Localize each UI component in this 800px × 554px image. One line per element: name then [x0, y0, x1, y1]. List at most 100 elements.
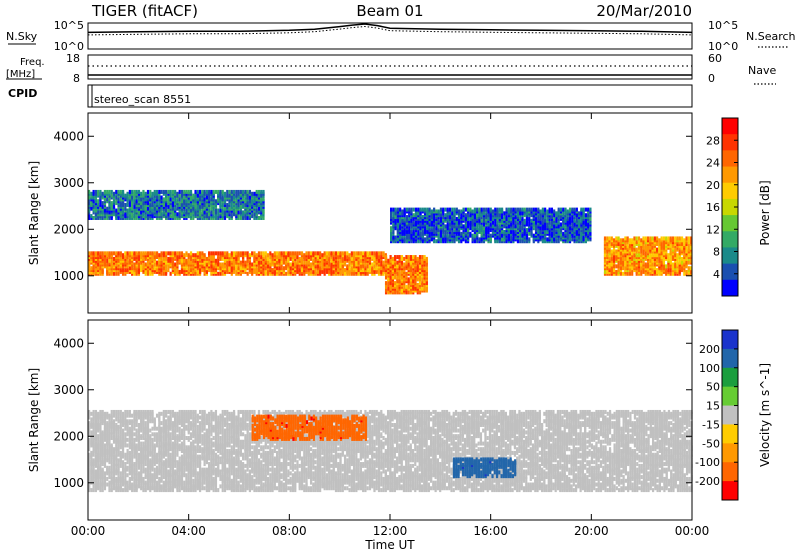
power-cell	[203, 189, 206, 194]
power-cell	[242, 251, 245, 256]
y-tick-label: 3000	[53, 176, 84, 190]
power-cell	[521, 226, 524, 231]
velocity-cell	[115, 417, 118, 422]
power-cell	[201, 251, 204, 256]
power-cell	[257, 264, 261, 269]
power-cell	[108, 258, 111, 263]
power-cell	[167, 251, 170, 256]
power-cell	[489, 222, 492, 227]
power-cell	[185, 189, 188, 194]
power-cell	[680, 245, 684, 250]
power-cell	[539, 213, 542, 218]
velocity-cell	[108, 450, 111, 455]
power-cell	[489, 233, 492, 238]
power-cell	[223, 210, 227, 215]
power-cell	[169, 251, 172, 256]
power-cell	[514, 229, 517, 234]
velocity-cell	[108, 480, 111, 485]
velocity-cell	[92, 421, 95, 426]
power-cell	[121, 268, 125, 273]
power-cell	[359, 258, 362, 263]
power-cell	[573, 207, 576, 212]
power-cell	[291, 262, 295, 267]
power-cell	[291, 251, 295, 256]
power-cell	[689, 236, 693, 241]
power-cell	[106, 197, 109, 202]
power-cell	[187, 258, 190, 263]
power-cell	[210, 210, 213, 215]
power-cell	[99, 266, 102, 271]
velocity-cell	[94, 480, 97, 485]
power-cell	[126, 251, 129, 256]
power-cell	[124, 255, 127, 260]
power-cell	[400, 269, 404, 274]
power-cell	[160, 260, 163, 265]
power-cell	[498, 207, 501, 212]
power-cell	[680, 236, 684, 241]
power-cell	[92, 199, 95, 204]
velocity-cell	[99, 447, 102, 452]
power-cell	[287, 258, 290, 263]
power-cell	[366, 264, 369, 269]
power-cell	[321, 253, 324, 258]
power-cell	[262, 189, 265, 194]
power-cell	[539, 229, 542, 234]
power-cell	[266, 256, 270, 261]
power-cell	[519, 207, 522, 212]
power-cell	[660, 236, 663, 241]
power-cell	[187, 253, 190, 258]
velocity-cell	[99, 432, 102, 437]
power-cell	[167, 256, 170, 261]
velocity-cell	[108, 441, 111, 446]
velocity-cell	[90, 439, 93, 444]
power-cell	[439, 218, 443, 223]
power-cell	[557, 239, 560, 244]
power-cell	[553, 209, 556, 214]
power-cell	[562, 231, 565, 236]
power-cell	[384, 275, 388, 280]
power-cell	[235, 251, 238, 256]
power-cell	[494, 207, 497, 212]
power-cell	[296, 260, 299, 265]
power-cell	[348, 256, 351, 261]
power-cell	[478, 228, 481, 233]
power-cell	[384, 271, 388, 276]
velocity-cell	[115, 445, 118, 450]
power-cell	[117, 197, 120, 202]
power-cell	[589, 228, 592, 233]
power-cell	[662, 256, 666, 261]
power-cell	[496, 207, 499, 212]
power-cell	[571, 237, 574, 242]
power-cell	[115, 271, 118, 276]
power-cell	[550, 207, 554, 212]
power-cell	[316, 264, 319, 269]
velocity-cell	[106, 482, 109, 487]
power-cell	[131, 189, 134, 194]
power-cell	[628, 238, 632, 243]
velocity-cell	[92, 488, 95, 493]
power-cell	[582, 235, 585, 240]
power-cell	[562, 207, 565, 212]
power-cell	[316, 251, 319, 256]
power-cell	[562, 224, 565, 229]
power-cell	[208, 251, 211, 256]
power-cell	[453, 224, 456, 229]
power-cell	[88, 268, 91, 273]
power-cell	[183, 210, 186, 215]
power-cell	[203, 253, 206, 258]
power-cell	[169, 197, 172, 202]
power-cell	[368, 268, 372, 273]
power-cell	[214, 215, 218, 220]
power-cell	[622, 271, 625, 276]
power-cell	[189, 251, 193, 256]
power-cell	[196, 251, 199, 256]
power-cell	[339, 258, 342, 263]
cpid-value: stereo_scan 8551	[94, 93, 191, 106]
power-cell	[451, 207, 454, 212]
power-cell	[341, 251, 344, 256]
power-cell	[371, 251, 374, 256]
power-cell	[658, 242, 661, 247]
power-cell	[332, 256, 335, 261]
power-cell	[88, 189, 91, 194]
power-cell	[178, 269, 181, 274]
